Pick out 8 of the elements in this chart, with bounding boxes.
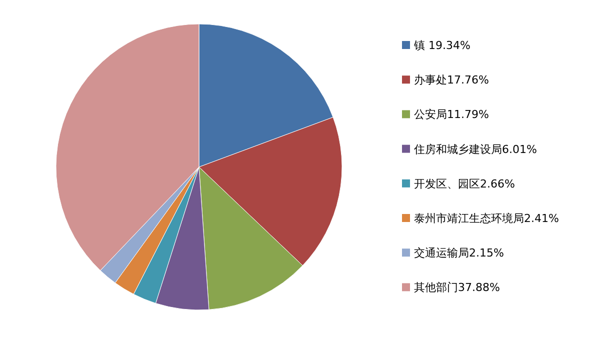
- legend-label: 泰州市靖江生态环境局2.41%: [414, 212, 559, 225]
- legend-label: 住房和城乡建设局6.01%: [414, 142, 537, 156]
- legend-label: 其他部门37.88%: [414, 281, 500, 294]
- legend-label: 镇 19.34%: [413, 39, 470, 52]
- legend-label: 交通运输局2.15%: [414, 246, 504, 260]
- legend-label: 公安局11.79%: [414, 108, 489, 122]
- legend-label: 办事处17.76%: [414, 74, 489, 87]
- legend-label: 开发区、园区2.66%: [414, 177, 515, 190]
